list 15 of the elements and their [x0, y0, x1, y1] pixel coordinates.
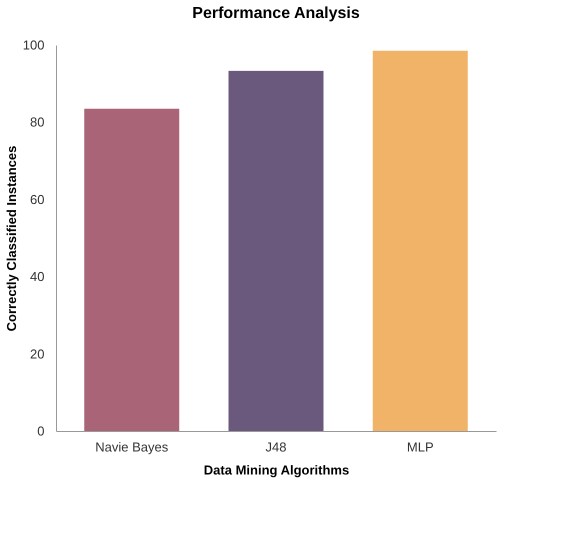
bar [84, 108, 180, 431]
x-tick-label: J48 [266, 440, 286, 454]
y-tick-label: 100 [22, 38, 44, 52]
chart-title: Performance Analysis [192, 5, 360, 22]
bar [372, 50, 468, 431]
y-tick-label: 0 [37, 424, 44, 438]
y-tick-label: 20 [30, 346, 44, 362]
y-axis-title: Correctly Classified Instances [4, 146, 19, 332]
x-tick-label: Navie Bayes [95, 440, 169, 454]
y-tick-label: 40 [30, 269, 44, 284]
y-tick-label: 80 [30, 114, 44, 130]
x-axis-title: Data Mining Algorithms [204, 462, 350, 478]
y-tick-label: 60 [30, 192, 44, 207]
x-tick-label: MLP [406, 440, 434, 454]
bar [228, 70, 324, 431]
